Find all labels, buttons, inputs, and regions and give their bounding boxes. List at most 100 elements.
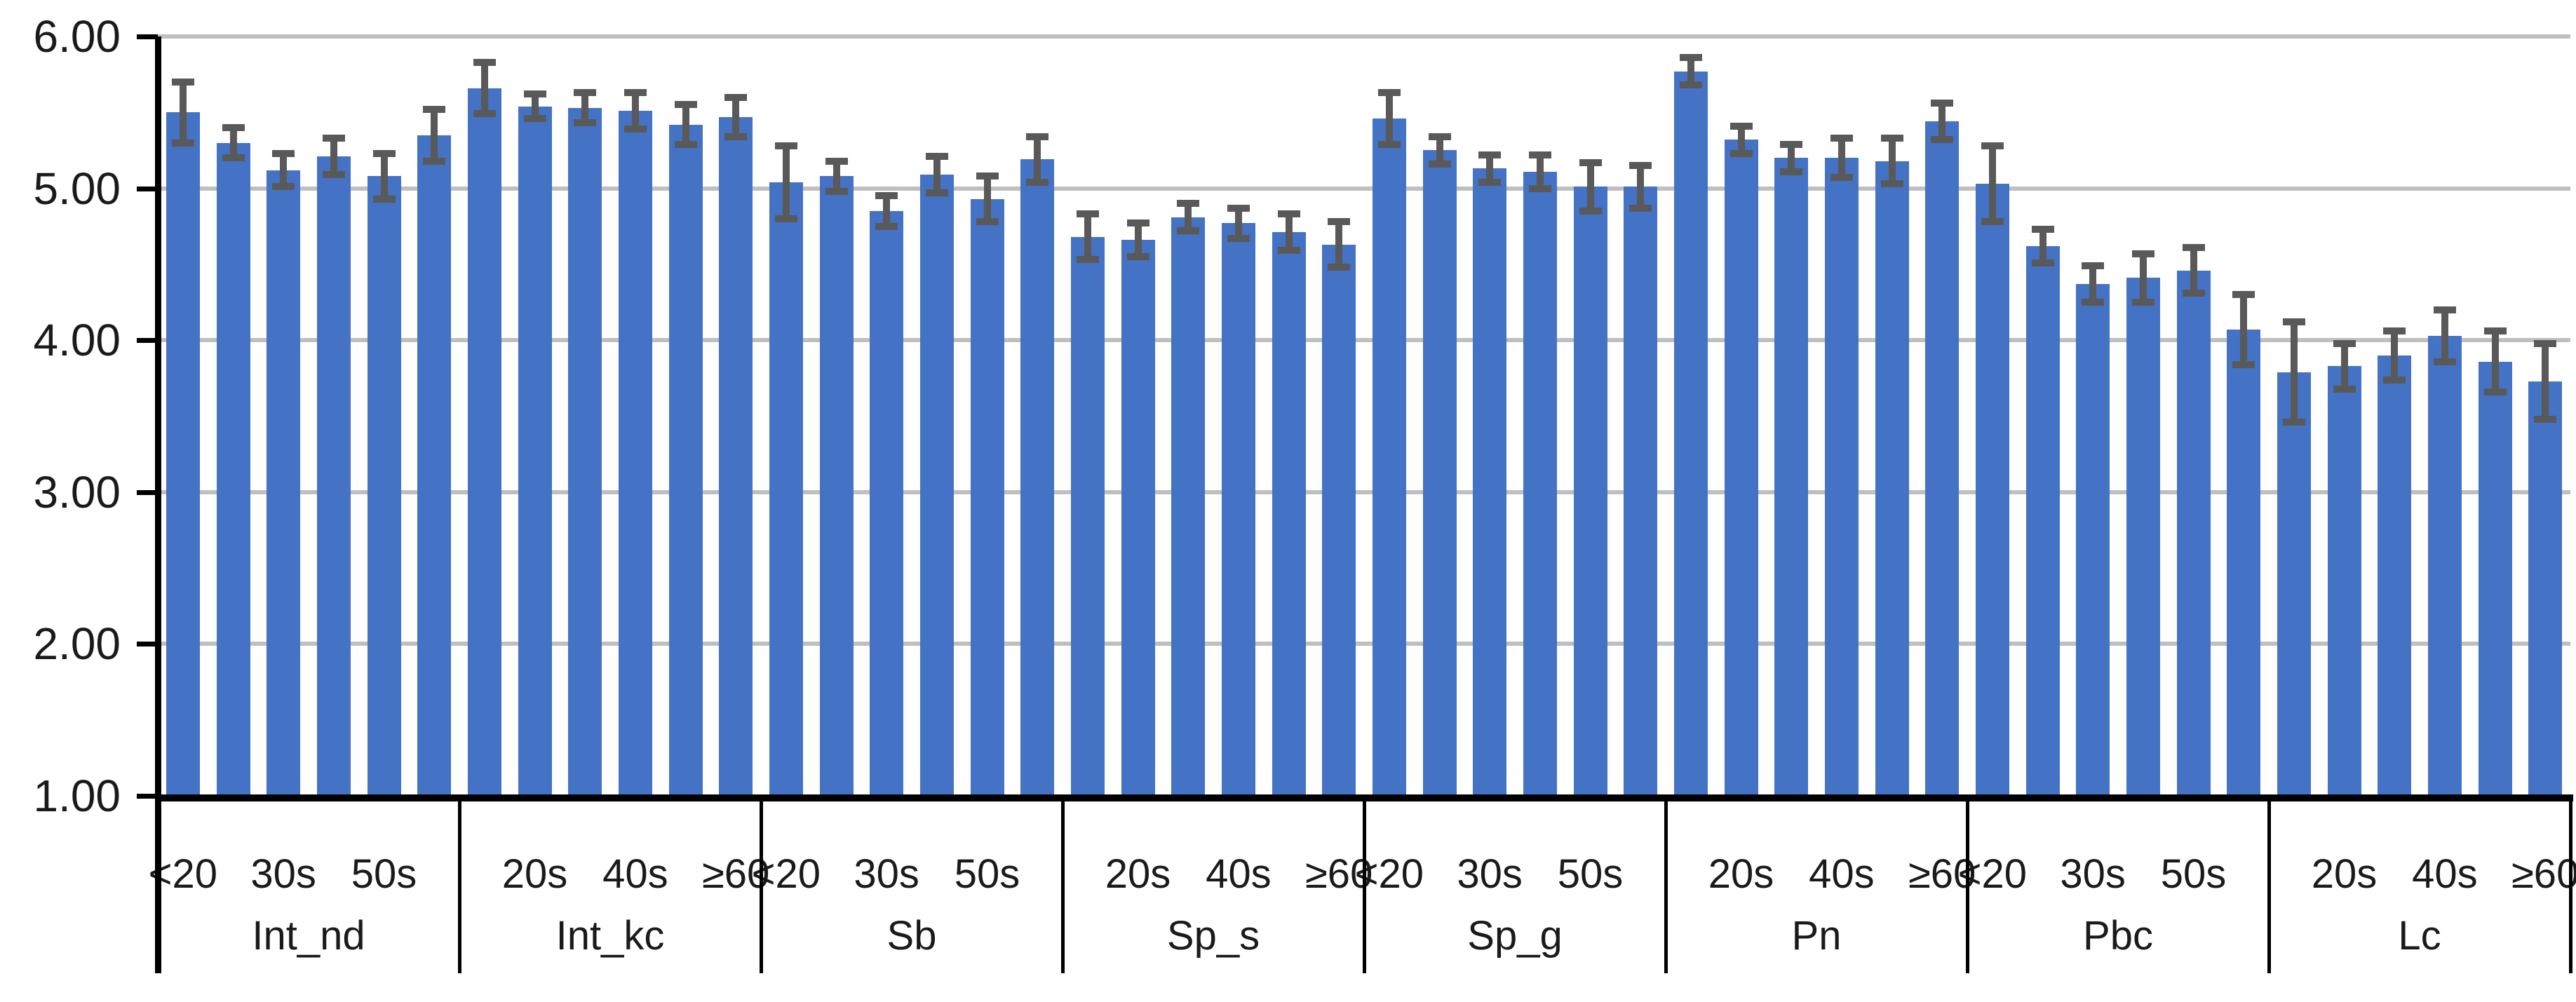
bar	[2277, 372, 2311, 796]
error-bar-cap-bottom	[1729, 149, 1753, 157]
error-bar-cap-bottom	[875, 222, 898, 230]
error-bar-cap-bottom	[2383, 376, 2406, 384]
error-bar-cap-top	[1377, 89, 1401, 97]
error-bar-line	[1436, 136, 1443, 164]
error-bar-cap-bottom	[322, 171, 345, 179]
gridline	[158, 489, 2570, 494]
x-axis-tick-label: ≥60	[1304, 851, 1373, 897]
bar	[2126, 278, 2160, 796]
error-bar-cap-bottom	[1478, 178, 1502, 186]
error-bar-cap-top	[2383, 327, 2406, 335]
error-bar-cap-bottom	[1026, 178, 1049, 186]
error-bar-line	[2340, 343, 2348, 389]
bar	[1221, 223, 1255, 796]
bar	[1724, 140, 1758, 796]
error-bar-cap-bottom	[2483, 388, 2507, 395]
error-bar-cap-bottom	[2082, 299, 2105, 306]
error-bar-cap-top	[171, 78, 194, 86]
error-bar-cap-bottom	[574, 119, 597, 127]
y-axis-tick-label: 6.00	[33, 11, 121, 62]
error-bar-cap-top	[875, 192, 898, 200]
error-bar-cap-bottom	[2031, 259, 2054, 266]
y-axis-tick-mark	[137, 794, 158, 799]
y-axis-tick-label: 5.00	[33, 163, 121, 214]
error-bar-line	[1335, 222, 1343, 268]
x-axis-tick-label: 40s	[1809, 851, 1875, 897]
error-bar-cap-bottom	[473, 110, 496, 118]
bar	[1171, 217, 1206, 796]
x-axis-tick-label: 40s	[2412, 851, 2478, 897]
error-bar-cap-bottom	[1227, 235, 1250, 243]
error-bar-cap-bottom	[2282, 419, 2305, 426]
group-label: Pn	[1791, 913, 1842, 959]
error-bar-cap-top	[1931, 100, 1954, 107]
y-axis-tick-mark	[137, 489, 158, 495]
bar	[1824, 158, 1859, 796]
error-bar-cap-top	[2182, 244, 2205, 252]
error-bar-cap-top	[1679, 54, 1702, 62]
error-bar-cap-top	[1830, 135, 1853, 142]
gridline	[158, 642, 2570, 646]
error-bar-line	[1536, 154, 1544, 189]
y-axis-tick-mark	[137, 338, 158, 344]
bar	[1673, 71, 1708, 796]
y-axis-tick-mark	[137, 642, 158, 647]
category-separator-line	[1664, 799, 1668, 973]
error-bar-line	[280, 153, 288, 187]
error-bar-cap-bottom	[1679, 81, 1702, 89]
category-separator-line	[2267, 799, 2271, 973]
error-bar-cap-top	[1177, 200, 1200, 208]
bar	[518, 106, 552, 796]
error-bar-line	[380, 153, 388, 199]
error-bar-line	[2190, 248, 2197, 294]
x-axis-tick-label: 20s	[501, 851, 568, 897]
bar	[1774, 158, 1809, 796]
error-bar-line	[782, 145, 790, 219]
bar	[1322, 244, 1356, 796]
error-bar-cap-top	[1428, 133, 1451, 140]
x-axis-tick-label: 50s	[954, 851, 1020, 897]
group-label: Int_nd	[252, 913, 365, 959]
error-bar-cap-bottom	[1981, 218, 2004, 226]
error-bar-line	[1586, 162, 1594, 212]
bar	[467, 88, 501, 796]
x-axis-tick-label: 20s	[1708, 851, 1774, 897]
error-bar-cap-top	[1528, 151, 1551, 158]
error-bar-cap-top	[1629, 162, 1652, 170]
error-bar-cap-top	[1981, 142, 2004, 149]
error-bar-line	[1234, 208, 1242, 239]
error-bar-cap-top	[1277, 210, 1300, 218]
group-label: Sp_g	[1467, 913, 1563, 959]
bar	[870, 211, 904, 796]
error-bar-cap-bottom	[1328, 264, 1351, 271]
x-axis-tick-label: 30s	[854, 851, 919, 897]
error-bar-line	[682, 104, 689, 144]
error-bar-cap-bottom	[222, 154, 245, 162]
error-bar-line	[480, 62, 488, 114]
x-axis-tick-label: 50s	[2160, 851, 2227, 897]
error-bar-cap-top	[1026, 133, 1049, 140]
error-bar-cap-top	[1729, 122, 1753, 130]
bar	[819, 176, 854, 796]
error-bar-line	[1034, 136, 1041, 182]
error-bar-cap-bottom	[1629, 204, 1652, 212]
error-bar-cap-top	[1780, 140, 1803, 148]
error-bar-line	[2491, 331, 2499, 392]
bar	[2025, 245, 2060, 796]
error-bar-cap-bottom	[2333, 385, 2356, 393]
error-bar-cap-bottom	[2433, 358, 2456, 365]
error-bar-cap-top	[2333, 339, 2356, 347]
error-bar-cap-bottom	[272, 183, 295, 191]
error-bar-line	[2139, 253, 2147, 303]
error-bar-cap-bottom	[1528, 184, 1551, 192]
category-separator-line	[1363, 799, 1366, 973]
error-bar-cap-bottom	[1377, 140, 1401, 148]
x-axis-tick-label: 20s	[1105, 851, 1171, 897]
error-bar-cap-top	[2282, 318, 2305, 326]
error-bar-cap-bottom	[1780, 168, 1803, 175]
error-bar-line	[1788, 144, 1795, 172]
error-bar-cap-top	[1478, 151, 1502, 158]
gridline	[158, 186, 2570, 191]
bar	[2427, 335, 2462, 796]
